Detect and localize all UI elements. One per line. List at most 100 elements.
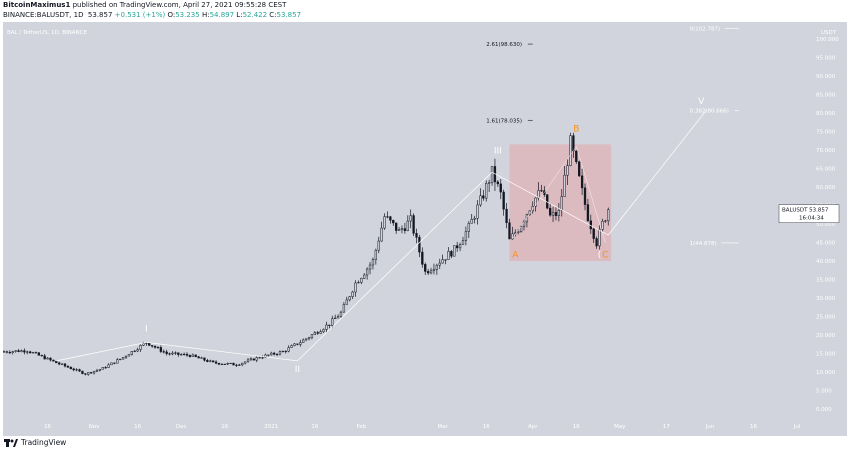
candle-body [31,352,35,354]
candle-body [453,245,456,257]
candle-body [386,216,389,218]
candle-body [95,369,99,372]
candle-body [302,339,305,343]
y-tick-label: 25.000 [816,315,836,321]
candle-body [421,251,424,265]
candle [607,207,610,226]
tradingview-logo[interactable]: TradingView [4,438,66,447]
candle [58,361,61,366]
candle-body [470,219,473,224]
candle-body [566,165,569,176]
candle [479,188,482,207]
candle-body [180,354,183,356]
candle [313,330,316,336]
candle [37,352,41,356]
candle [182,352,186,356]
candle [200,356,203,359]
candle [342,301,346,313]
candle-body [116,359,119,364]
candle-body [174,352,177,354]
candle [299,339,302,347]
abc-line [512,146,577,239]
candle [595,236,598,249]
candle [46,357,49,360]
candle-body [156,347,160,349]
candle [90,371,93,374]
candle-body [336,316,340,319]
candle-body [72,368,75,371]
candle-body [43,355,46,360]
candle [537,182,540,202]
candle-body [392,219,395,224]
candle-body [84,373,87,375]
candle-body [188,355,192,357]
tradingview-icon [4,439,18,447]
candle-body [363,274,366,279]
candle-body [499,183,502,193]
candle [557,203,561,222]
candle [136,347,139,353]
candle [55,360,58,364]
chart-title: BAL / TetherUS, 1D, BINANCE [7,30,88,36]
candle-body [3,351,6,353]
candle [473,215,476,224]
candle-body [368,264,372,270]
candle-body [583,187,587,205]
candle-body [153,345,157,348]
candle-body [46,357,49,360]
candle [281,350,285,353]
candle-body [575,150,578,163]
candle-body [458,244,462,249]
candle-body [11,351,14,353]
candle [485,180,488,202]
candle-body [397,228,401,231]
candle-body [334,317,337,320]
y-tick-label: 100.000 [816,37,839,43]
candle [197,356,200,359]
candle-body [310,334,314,338]
candle-body [37,352,41,356]
candle-body [586,204,590,222]
candle-body [162,351,165,353]
candle [203,357,206,362]
candle [223,363,226,365]
candle-body [171,352,174,355]
candle-body [476,204,479,219]
candle [386,211,389,219]
candle-body [389,216,392,221]
candle [113,362,116,365]
price-chart[interactable]: BAL / TetherUS, 1D, BINANCE USDT 0(102.7… [3,22,847,436]
candle [354,280,357,297]
candle-body [98,369,102,371]
candle [78,368,81,372]
candle-body [107,364,110,368]
wave-label: II [295,365,300,375]
candle [531,201,534,214]
candle [214,360,218,365]
candle-body [487,182,491,184]
candle [75,368,78,372]
y-tick-label: 60.000 [816,185,836,191]
candle [139,344,142,352]
x-tick-label: 16 [221,424,228,430]
author[interactable]: BitcoinMaximus1 [3,1,71,9]
candle-body [426,271,430,274]
candle [548,203,552,217]
candle [331,315,334,329]
wave-label: I [145,324,148,334]
candle [389,215,392,224]
candle-body [307,337,311,340]
candle [432,263,436,275]
last-price-badge[interactable]: BALUSDT 53.857 16:04:34 [778,204,840,223]
publisher-line: BitcoinMaximus1 published on TradingView… [3,1,286,9]
candle [578,160,581,177]
candle [444,259,447,265]
candle-body [229,362,232,365]
candle-body [409,215,412,222]
x-tick-label: 2021 [264,424,278,430]
candle-body [580,175,584,189]
candle-body [508,222,511,240]
last-price-countdown: 16:04:34 [799,216,824,222]
candle [121,356,125,360]
x-tick-label: Dec [176,424,187,430]
